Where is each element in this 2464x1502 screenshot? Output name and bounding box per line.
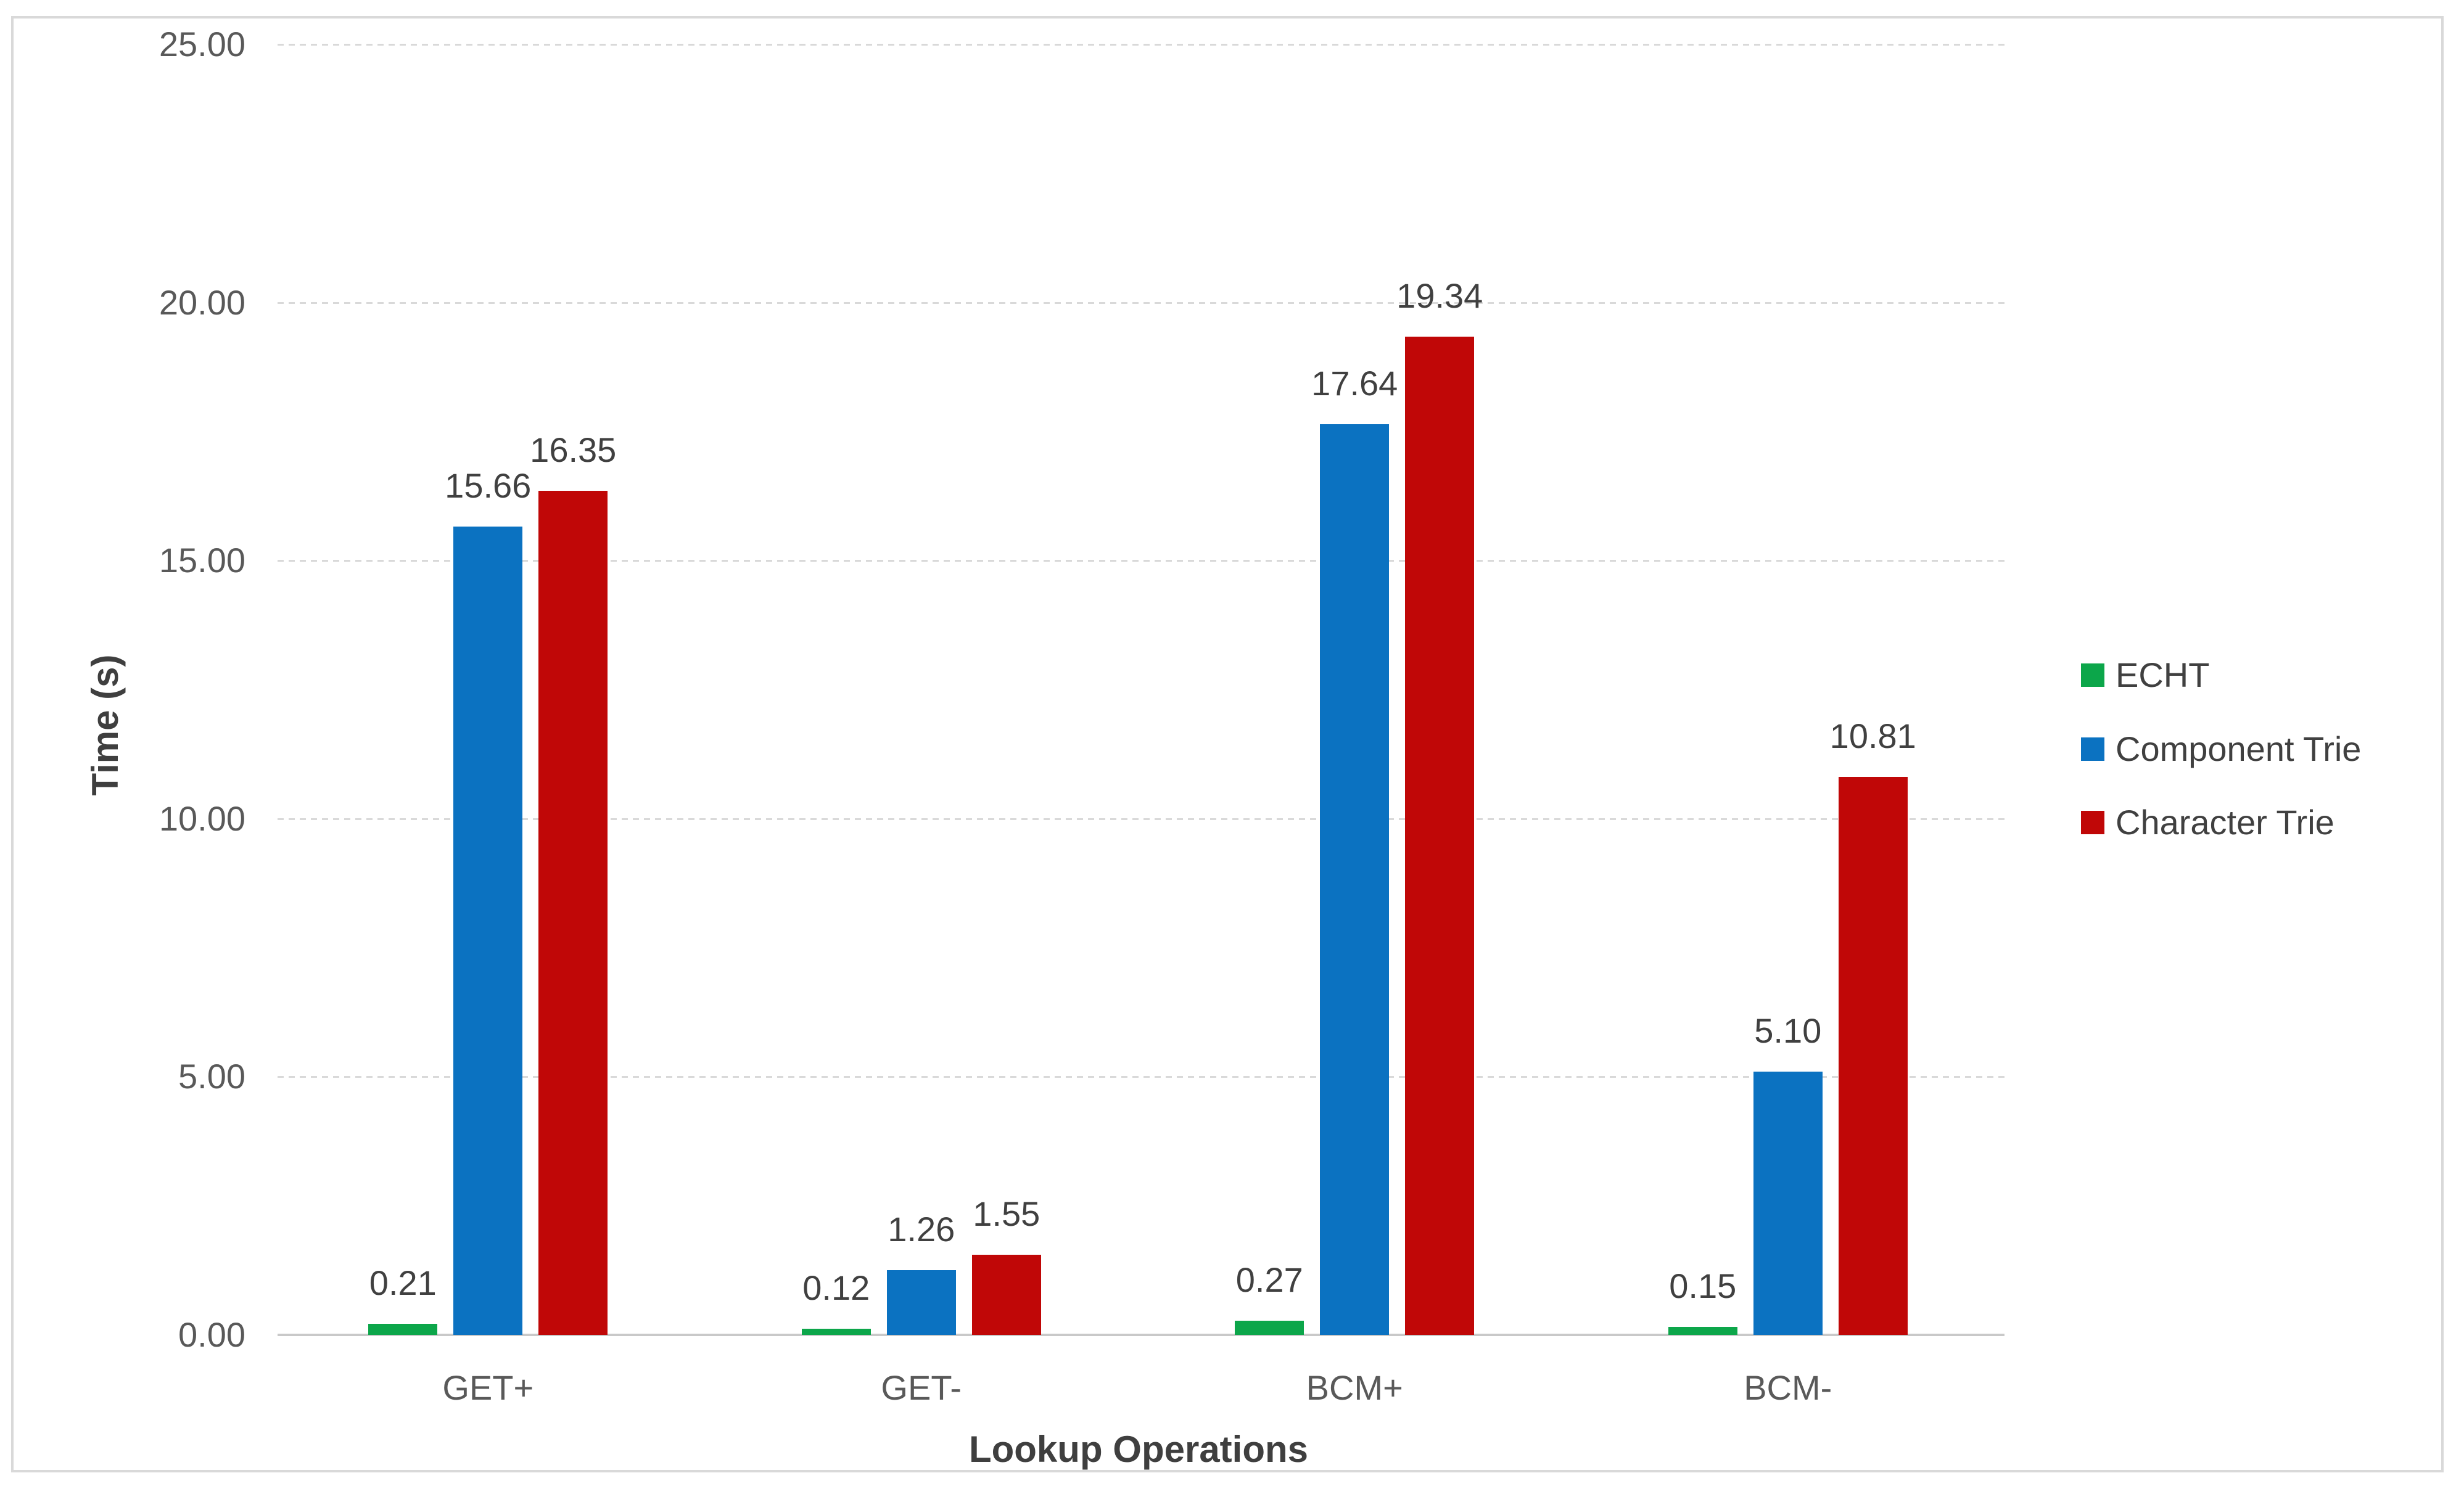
legend-item-character-trie: Character Trie — [2081, 804, 2334, 841]
legend-label: Character Trie — [2116, 803, 2334, 842]
data-label-character-trie-get+: 16.35 — [530, 430, 617, 470]
data-label-component-trie-bcm+: 17.64 — [1311, 364, 1398, 403]
data-label-character-trie-get-: 1.55 — [973, 1194, 1040, 1234]
y-axis-tick-label: 25.00 — [159, 25, 245, 64]
gridline-5.00 — [278, 1076, 2005, 1078]
x-axis-baseline — [278, 1334, 2005, 1336]
category-label-bcm+: BCM+ — [1306, 1368, 1403, 1407]
bar-component-trie-bcm- — [1753, 1072, 1823, 1335]
y-axis-tick-label: 5.00 — [178, 1057, 245, 1096]
legend-item-component-trie: Component Trie — [2081, 731, 2361, 768]
data-label-component-trie-get-: 1.26 — [888, 1209, 955, 1249]
bar-component-trie-get- — [886, 1270, 956, 1335]
category-label-bcm-: BCM- — [1744, 1368, 1832, 1407]
bar-character-trie-get- — [971, 1255, 1041, 1335]
data-label-character-trie-bcm+: 19.34 — [1396, 276, 1483, 315]
legend-label: Component Trie — [2116, 729, 2362, 768]
legend-item-echt: ECHT — [2081, 657, 2209, 694]
bar-component-trie-get+ — [453, 526, 523, 1335]
x-axis-title: Lookup Operations — [968, 1429, 1309, 1470]
gridline-15.00 — [278, 560, 2005, 562]
data-label-echt-bcm+: 0.27 — [1235, 1260, 1303, 1300]
bar-echt-bcm+ — [1235, 1321, 1304, 1335]
category-label-get-: GET- — [881, 1368, 962, 1407]
y-axis-tick-label: 20.00 — [159, 282, 245, 322]
data-label-echt-get-: 0.12 — [802, 1268, 870, 1307]
data-label-character-trie-bcm-: 10.81 — [1829, 716, 1916, 755]
bar-component-trie-bcm+ — [1320, 424, 1390, 1335]
y-axis-title: Time (s) — [84, 654, 126, 796]
bar-character-trie-bcm- — [1838, 776, 1908, 1335]
bar-echt-get+ — [368, 1324, 438, 1335]
legend-swatch-icon — [2081, 811, 2104, 834]
bar-echt-bcm- — [1668, 1327, 1737, 1335]
y-axis-tick-label: 10.00 — [159, 798, 245, 838]
legend-swatch-icon — [2081, 737, 2104, 761]
data-label-component-trie-get+: 15.66 — [445, 466, 532, 505]
y-axis-tick-label: 15.00 — [159, 541, 245, 580]
data-label-component-trie-bcm-: 5.10 — [1754, 1011, 1822, 1051]
bar-character-trie-bcm+ — [1405, 336, 1475, 1335]
legend-label: ECHT — [2116, 655, 2210, 694]
data-label-echt-bcm-: 0.15 — [1669, 1266, 1737, 1306]
category-label-get+: GET+ — [442, 1368, 534, 1407]
legend-swatch-icon — [2081, 663, 2104, 687]
gridline-10.00 — [278, 818, 2005, 820]
data-label-echt-get+: 0.21 — [369, 1263, 437, 1303]
bar-character-trie-get+ — [538, 491, 608, 1335]
gridline-25.00 — [278, 44, 2005, 46]
bar-echt-get- — [801, 1328, 871, 1335]
chart-border — [11, 16, 2444, 1472]
y-axis-tick-label: 0.00 — [178, 1315, 245, 1354]
gridline-20.00 — [278, 302, 2005, 304]
